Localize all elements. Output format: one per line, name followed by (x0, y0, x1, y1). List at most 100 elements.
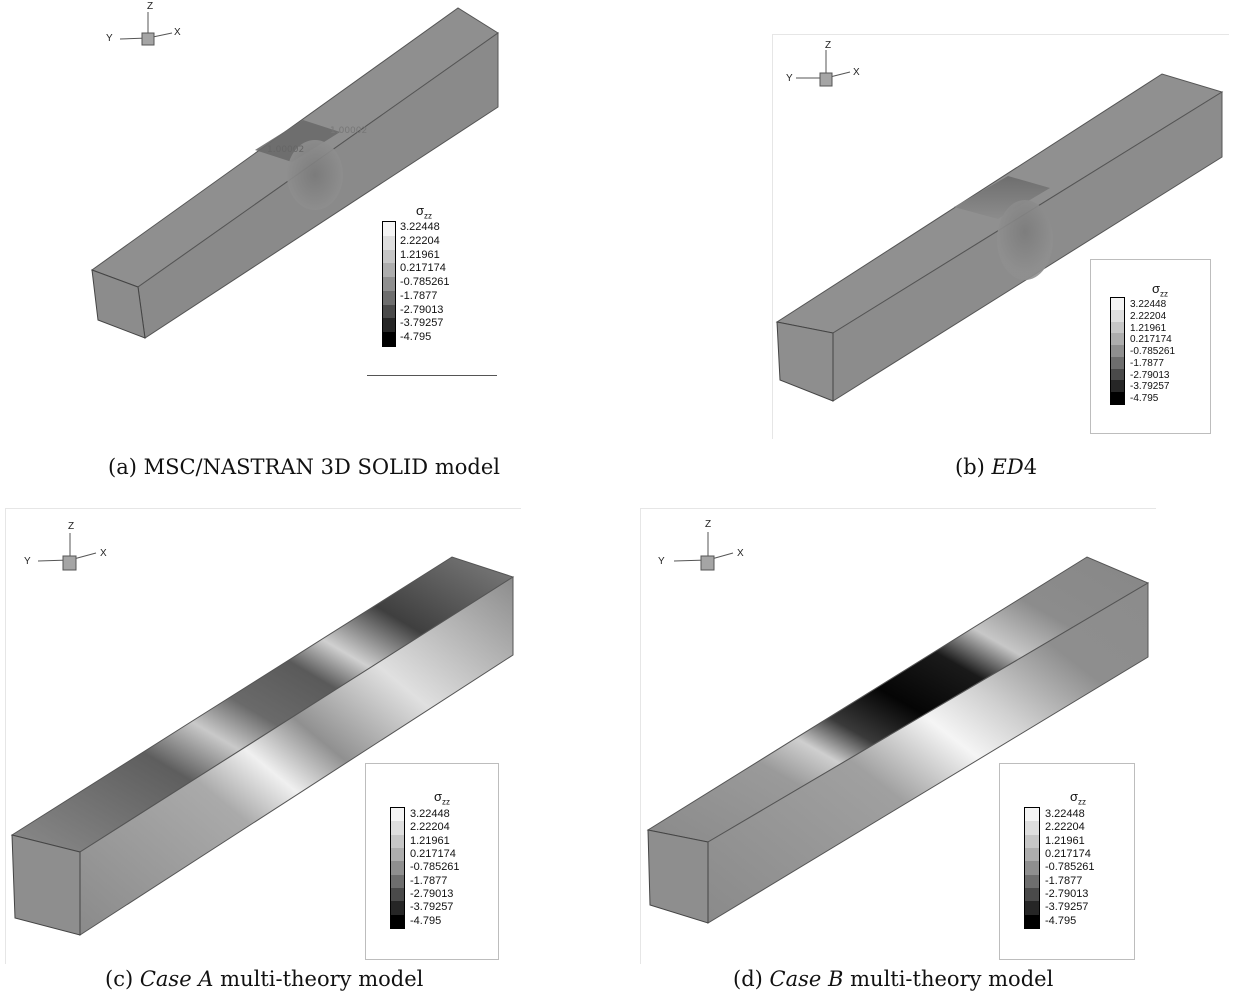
legend-level-label: -3.79257 (410, 901, 454, 914)
caption-d: (d) Case B multi-theory model (733, 967, 1054, 991)
colorbar-segment (1111, 368, 1124, 381)
legend-level-label: -1.7877 (400, 289, 438, 302)
colorbar-segment (391, 888, 404, 902)
caption-a: (a) MSC/NASTRAN 3D SOLID model (108, 455, 500, 479)
legend-level-label: -3.79257 (1130, 381, 1170, 393)
legend-level-label: 0.217174 (410, 848, 456, 860)
colorbar-segment (1025, 914, 1039, 929)
panel-b-frame (772, 34, 1229, 439)
legend-level-label: 1.21961 (1045, 834, 1085, 847)
svg-text:X: X (100, 548, 107, 559)
axis-triad-c: Z Y X (24, 521, 107, 571)
legend-level-label: -0.785261 (1045, 861, 1095, 874)
legend-level-label: 2.22204 (400, 234, 440, 247)
colorbar-segment (383, 332, 395, 347)
colorbar-segment (383, 249, 395, 264)
legend-level-label: 2.22204 (1130, 310, 1167, 322)
colorbar-segment (391, 861, 404, 876)
svg-text:Z: Z (825, 40, 831, 51)
legend-level-label: -2.79013 (410, 888, 454, 900)
legend-level-label: 1.21961 (410, 834, 450, 847)
legend-level-label: -0.785261 (410, 861, 460, 874)
svg-text:Y: Y (658, 556, 665, 567)
colorbar-segment (391, 848, 404, 862)
annotation-1: 1.00002 (267, 145, 304, 155)
legend-c-box (365, 763, 499, 960)
svg-text:Y: Y (24, 556, 31, 567)
panel-d-frame (640, 508, 1156, 964)
legend-level-label: -2.79013 (400, 303, 444, 316)
svg-text:Z: Z (68, 521, 74, 532)
legend-level-label: -1.7877 (410, 874, 448, 887)
legend-level-label: -4.795 (1130, 393, 1159, 405)
beam-render-c: Z Y X (10, 521, 515, 936)
colorbar-segment (383, 222, 395, 237)
legend-level-label: 0.217174 (1045, 848, 1091, 860)
annotation-2: 1.00002 (330, 126, 367, 136)
colorbar-segment (1025, 861, 1039, 876)
colorbar-segment (1111, 392, 1124, 405)
panel-d: Z Y X σzz 3.22448 2.22204 1.21961 0.217174-… (620, 505, 1240, 965)
beam-render-b: Z Y X (775, 40, 1224, 402)
legend-level-label: 3.22448 (410, 808, 450, 820)
legend-c: σzz 3.22448 2.22204 1.21961 0.217174 -0.7852… (390, 789, 490, 939)
legend-level-label: -0.785261 (400, 276, 450, 289)
colorbar-segment (391, 874, 404, 889)
colorbar-segment (383, 304, 395, 319)
legend-level-label: -3.79257 (1045, 901, 1089, 914)
legend-colorbar (382, 221, 396, 347)
legend-level-label: 1.21961 (400, 248, 440, 261)
svg-text:X: X (737, 548, 744, 559)
colorbar-segment (383, 318, 395, 333)
colorbar-segment (391, 901, 404, 916)
panel-b: Z Y X σzz 3.22448 2.22204 1.21961 0.217174-… (620, 0, 1240, 440)
legend-a: σzz 3.22448 2.22204 1.21961 0.217174 -0.7852… (382, 203, 502, 353)
colorbar-segment (391, 808, 404, 822)
legend-level-label: -1.7877 (1130, 357, 1164, 369)
legend-level-label: 2.22204 (1045, 821, 1085, 834)
axis-y-label: Y (106, 33, 113, 44)
legend-title: σzz (1070, 789, 1087, 807)
colorbar-segment (383, 263, 395, 278)
legend-title: σzz (1152, 281, 1169, 299)
panel-c-frame (5, 508, 521, 964)
axis-triad-d: Z Y X (658, 519, 744, 571)
svg-text:X: X (853, 67, 860, 78)
axis-triad-a: Z Y X (106, 1, 181, 46)
colorbar-segment (1025, 848, 1039, 862)
colorbar-segment (1025, 834, 1039, 849)
colorbar-segment (1111, 380, 1124, 393)
legend-title: σzz (416, 203, 433, 221)
legend-colorbar (1024, 807, 1040, 929)
colorbar-segment (1025, 821, 1039, 836)
colorbar-segment (1111, 309, 1124, 323)
colorbar-segment (391, 914, 404, 929)
legend-level-label: -2.79013 (1045, 888, 1089, 900)
colorbar-segment (1111, 356, 1124, 370)
legend-level-label: 3.22448 (400, 221, 440, 233)
colorbar-segment (391, 821, 404, 836)
colorbar-segment (1025, 808, 1039, 822)
legend-level-label: 1.21961 (1130, 322, 1167, 334)
colorbar-segment (1111, 298, 1124, 311)
legend-colorbar (1110, 297, 1125, 405)
beam-render-d: Z Y X (646, 519, 1150, 924)
legend-d: σzz 3.22448 2.22204 1.21961 0.217174 -0.7852… (1024, 789, 1124, 939)
caption-c: (c) Case A multi-theory model (105, 967, 424, 991)
colorbar-segment (383, 235, 395, 251)
legend-level-label: 3.22448 (1045, 808, 1085, 820)
legend-level-label: 2.22204 (410, 821, 450, 834)
divider-line (367, 375, 497, 376)
legend-b: σzz 3.22448 2.22204 1.21961 0.217174 -0.7852… (1110, 281, 1210, 411)
legend-level-label: -4.795 (410, 914, 442, 927)
colorbar-segment (1025, 888, 1039, 902)
colorbar-segment (391, 834, 404, 849)
legend-title: σzz (434, 789, 451, 807)
axis-triad-b: Z Y X (786, 40, 860, 87)
legend-level-label: 0.217174 (1130, 334, 1172, 346)
colorbar-segment (1111, 321, 1124, 334)
axis-x-label: X (174, 27, 181, 38)
colorbar-segment (1111, 333, 1124, 346)
beam-render-a: 1.00002 1.00002 Z Y X (90, 1, 499, 339)
legend-level-label: -2.79013 (1130, 369, 1170, 381)
